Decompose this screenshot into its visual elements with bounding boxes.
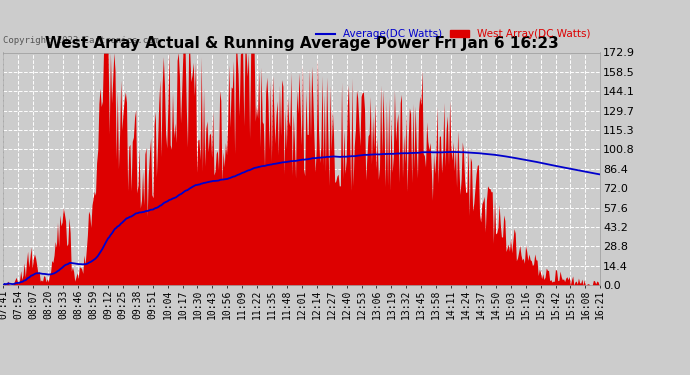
Title: West Array Actual & Running Average Power Fri Jan 6 16:23: West Array Actual & Running Average Powe…: [45, 36, 559, 51]
Text: Copyright 2023 Cartronics.com: Copyright 2023 Cartronics.com: [3, 36, 159, 45]
Legend: Average(DC Watts), West Array(DC Watts): Average(DC Watts), West Array(DC Watts): [312, 25, 595, 44]
